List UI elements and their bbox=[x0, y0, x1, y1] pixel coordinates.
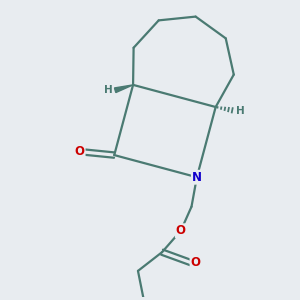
Text: O: O bbox=[176, 224, 186, 237]
Text: O: O bbox=[190, 256, 200, 269]
Text: H: H bbox=[236, 106, 245, 116]
Polygon shape bbox=[114, 85, 133, 93]
Text: H: H bbox=[104, 85, 113, 95]
Text: N: N bbox=[192, 171, 202, 184]
Text: O: O bbox=[75, 146, 85, 158]
